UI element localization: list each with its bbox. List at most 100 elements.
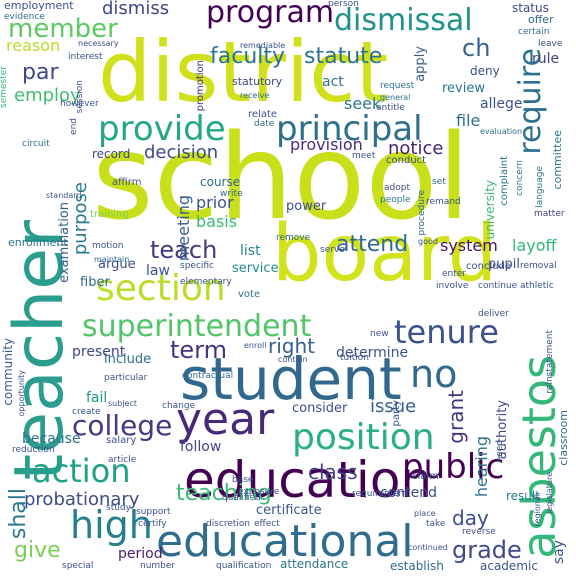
word-argue: argue: [98, 257, 136, 272]
word-term: term: [170, 336, 227, 364]
word-attend: attend: [336, 232, 409, 257]
word-classroom: classroom: [557, 410, 570, 466]
word-law: law: [146, 263, 170, 279]
word-new: new: [370, 329, 389, 339]
word-issue: issue: [370, 396, 417, 417]
word-pupil: pupil: [488, 257, 520, 272]
word-people: people: [380, 195, 411, 205]
word-public: public: [402, 447, 505, 487]
word-effect: effect: [254, 519, 280, 529]
word-procedure: procedure: [417, 190, 427, 236]
word-conduct: conduct: [386, 155, 427, 166]
word-leave: leave: [538, 39, 563, 49]
word-act: act: [322, 74, 344, 90]
word-date: date: [254, 119, 275, 129]
word-attendance: attendance: [280, 557, 349, 571]
word-education: education: [184, 451, 433, 509]
word-certificate: certificate: [256, 503, 322, 518]
word-support: support: [136, 507, 171, 517]
word-position: position: [292, 417, 435, 458]
word-employ: employ: [14, 85, 81, 106]
word-evaluation: evaluation: [480, 127, 523, 136]
word-hearing: hearing: [472, 436, 491, 498]
word-result: result: [506, 489, 540, 503]
word-community: community: [1, 338, 15, 406]
word-rule: rule: [532, 51, 560, 67]
word-fiber: fiber: [80, 275, 110, 290]
word-certify: certify: [138, 519, 167, 529]
word-decision: decision: [144, 142, 219, 163]
word-qualified: qualified: [222, 493, 261, 503]
word-give: give: [14, 538, 61, 563]
word-qualification: qualification: [216, 561, 272, 571]
word-program: program: [206, 0, 335, 30]
word-system: system: [440, 236, 498, 255]
word-review: review: [442, 81, 485, 96]
word-requirement: requirement: [352, 489, 408, 499]
word-allege: allege: [480, 96, 523, 112]
word-prior: prior: [196, 193, 234, 212]
word-par: par: [22, 60, 59, 85]
word-tuition: tuition: [340, 353, 369, 363]
word-particular: particular: [104, 373, 148, 383]
word-remediable: remediable: [240, 41, 286, 50]
word-statutory: statutory: [232, 75, 283, 88]
word-motion: motion: [92, 241, 124, 251]
word-day: day: [452, 506, 489, 530]
word-apply: apply: [413, 46, 428, 82]
word-university: university: [483, 180, 497, 240]
word-involve: involve: [436, 281, 469, 291]
word-basis: basis: [196, 212, 238, 231]
word-section: section: [96, 268, 226, 309]
word-session: session: [75, 80, 85, 114]
word-salary: salary: [106, 435, 137, 446]
word-superintendent: superintendent: [82, 309, 312, 344]
word-enter: enter: [442, 269, 467, 279]
word-interest: interest: [68, 52, 103, 62]
word-necessary: necessary: [78, 39, 119, 48]
word-dismiss: dismiss: [102, 0, 170, 19]
word-grade: grade: [452, 536, 522, 564]
word-grant: grant: [444, 390, 468, 444]
word-provision: provision: [290, 135, 363, 154]
word-period: period: [118, 546, 163, 562]
word-request: request: [380, 81, 415, 91]
word-student: student: [180, 345, 402, 413]
word-exposure: exposure: [238, 487, 280, 497]
word-standard: standard: [46, 191, 82, 200]
word-need: need: [495, 440, 505, 463]
word-specific: specific: [180, 261, 215, 271]
word-committee: committee: [551, 130, 564, 190]
word-reinstatement: reinstatement: [545, 330, 555, 394]
word-place: place: [414, 509, 436, 518]
word-enroll: enroll: [244, 341, 267, 350]
word-affirm: affirm: [112, 177, 142, 188]
word-year: year: [176, 394, 275, 445]
word-take: take: [426, 519, 446, 529]
word-action: action: [32, 452, 131, 490]
word-language: language: [535, 166, 545, 208]
word-circuit: circuit: [22, 139, 50, 149]
word-record: record: [92, 147, 131, 161]
word-board: board: [272, 209, 498, 299]
word-reduction: reduction: [12, 445, 55, 455]
word-say: say: [551, 540, 567, 565]
word-course: course: [200, 175, 241, 189]
word-follow: follow: [180, 439, 222, 455]
word-because: because: [22, 431, 81, 447]
word-continue: continue: [478, 281, 518, 291]
word-notice: notice: [388, 138, 444, 159]
word-number: number: [140, 561, 176, 571]
word-list: list: [240, 243, 261, 259]
word-statute: statute: [304, 44, 383, 69]
word-layoff: layoff: [512, 236, 557, 255]
word-change: change: [162, 401, 196, 411]
word-right: right: [268, 334, 315, 358]
word-vote: vote: [238, 289, 261, 300]
word-article: article: [108, 455, 137, 465]
word-educational: educational: [156, 516, 414, 567]
word-seek: seek: [344, 94, 382, 113]
word-however: however: [60, 99, 99, 109]
word-principal: principal: [276, 109, 423, 149]
word-entitle: entitle: [376, 103, 405, 113]
